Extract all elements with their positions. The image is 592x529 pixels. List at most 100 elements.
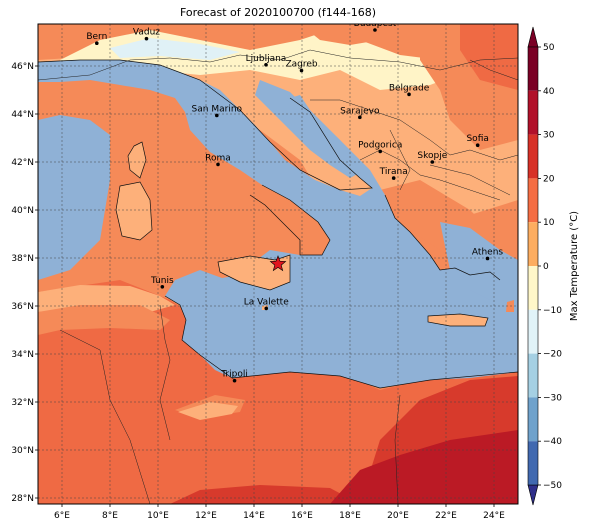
island-corsica (128, 142, 146, 178)
city-dot (264, 63, 268, 67)
colorbar-bin (528, 222, 538, 266)
temp-zone-sahara-hot (170, 485, 360, 504)
city-dot (264, 306, 269, 311)
city-label: Skopje (417, 151, 447, 161)
temp-zone-alps-frost (110, 38, 240, 60)
colorbar-bin (528, 397, 538, 442)
colorbar-tick-label: −20 (543, 350, 562, 360)
colorbar-tick-label: 10 (543, 218, 555, 228)
lat-tick-label: 40°N (11, 206, 34, 216)
island-sardinia (116, 182, 152, 240)
city-zagreb[interactable]: Zagreb (285, 60, 318, 73)
city-label: Vaduz (133, 28, 160, 38)
colorbar-extend-max (527, 26, 539, 48)
city-skopje[interactable]: Skopje (417, 151, 448, 164)
longitude-axis: 6°E 8°E 10°E 12°E 14°E 16°E 18°E 20°E 22°E 24°E (54, 504, 505, 521)
temp-zone-libya-cool2 (178, 402, 238, 420)
lat-tick-label: 44°N (11, 110, 34, 120)
city-sofia[interactable]: Sofia (466, 134, 489, 147)
city-tripoli[interactable]: Tripoli (220, 370, 248, 383)
colorbar-label: Max Temperature (°C) (569, 211, 580, 321)
sea-adriatic (255, 80, 365, 178)
map-title: Forecast of 2020100700 (f144-168) (179, 6, 377, 19)
lon-tick-label: 12°E (195, 511, 217, 521)
colorbar-tick-label: 30 (543, 131, 555, 141)
city-dot (485, 256, 490, 261)
city-bern[interactable]: Bern (86, 32, 107, 45)
lat-tick-label: 34°N (11, 350, 34, 360)
city-tunis[interactable]: Tunis (150, 276, 174, 289)
city-label: Belgrade (389, 83, 430, 93)
temp-zone-hungary (300, 24, 380, 45)
city-belgrade[interactable]: Belgrade (389, 83, 430, 97)
city-la-valette[interactable]: La Valette (244, 297, 289, 311)
city-vaduz[interactable]: Vaduz (133, 28, 160, 41)
lat-tick-label: 30°N (11, 446, 34, 456)
city-label: Roma (205, 153, 231, 163)
sea-tyrrhenian-west (38, 115, 110, 280)
city-dot (407, 92, 411, 97)
city-dot (215, 113, 219, 118)
city-sarajevo[interactable]: Sarajevo (340, 106, 380, 120)
city-dot (95, 41, 99, 45)
city-podgorica[interactable]: Podgorica (358, 140, 402, 154)
city-dot (232, 378, 237, 383)
city-label: Bern (86, 32, 107, 42)
city-dot (358, 115, 362, 120)
city-dot (144, 36, 149, 41)
city-dot (299, 68, 304, 73)
city-label: Tunis (150, 276, 174, 286)
city-label: Athens (472, 247, 503, 257)
coastlines (38, 59, 518, 389)
lon-tick-label: 16°E (291, 511, 313, 521)
city-dot (378, 149, 383, 154)
map-frame (37, 23, 519, 505)
colorbar-tick-label: 0 (543, 262, 549, 272)
lon-tick-label: 14°E (243, 511, 265, 521)
colorbar-bin (528, 47, 538, 91)
city-athens[interactable]: Athens (472, 247, 503, 261)
lat-tick-label: 36°N (11, 302, 34, 312)
lon-tick-label: 24°E (483, 511, 505, 521)
city-dot (373, 28, 377, 32)
temp-zone-balkans-coast (460, 24, 518, 90)
colorbar-tick-label: 20 (543, 174, 555, 184)
colorbar-tick-label: −50 (543, 481, 562, 491)
colorbar: 50 40 30 20 10 0 −10 −20 −30 −40 −50 (527, 26, 562, 506)
city-label: San Marino (192, 104, 243, 114)
lon-tick-label: 10°E (147, 511, 169, 521)
city-tirana[interactable]: Tirana (379, 167, 408, 180)
city-ljubljana[interactable]: Ljubljana (246, 54, 287, 67)
city-label: Ljubljana (246, 54, 287, 64)
colorbar-tick-label: −10 (543, 306, 562, 316)
lat-tick-label: 32°N (11, 398, 34, 408)
city-label: Podgorica (358, 140, 402, 150)
city-budapest[interactable]: Budapest (354, 19, 397, 32)
city-dot (391, 176, 396, 180)
lat-tick-label: 38°N (11, 254, 34, 264)
city-roma[interactable]: Roma (205, 153, 231, 167)
colorbar-bin (528, 309, 538, 354)
lat-tick-label: 28°N (11, 494, 34, 504)
city-label: La Valette (244, 297, 289, 307)
star-marker[interactable] (269, 255, 287, 272)
colorbar-bin (528, 266, 538, 310)
colorbar-tick-label: −30 (543, 393, 562, 403)
lon-tick-label: 18°E (339, 511, 361, 521)
colorbar-bin (528, 90, 538, 135)
lon-tick-label: 20°E (387, 511, 409, 521)
colorbar-tick-label: −40 (543, 437, 562, 447)
lat-tick-label: 46°N (11, 62, 34, 72)
city-label: Zagreb (285, 60, 317, 70)
colorbar-bin (528, 134, 538, 179)
temp-zone-sahara-hottest (330, 430, 518, 504)
city-label: Sofia (466, 134, 488, 144)
colorbar-bin (528, 441, 538, 485)
lat-tick-label: 42°N (11, 158, 34, 168)
city-san-marino[interactable]: San Marino (192, 104, 243, 118)
island-crete (428, 314, 488, 326)
lon-tick-label: 22°E (435, 511, 457, 521)
